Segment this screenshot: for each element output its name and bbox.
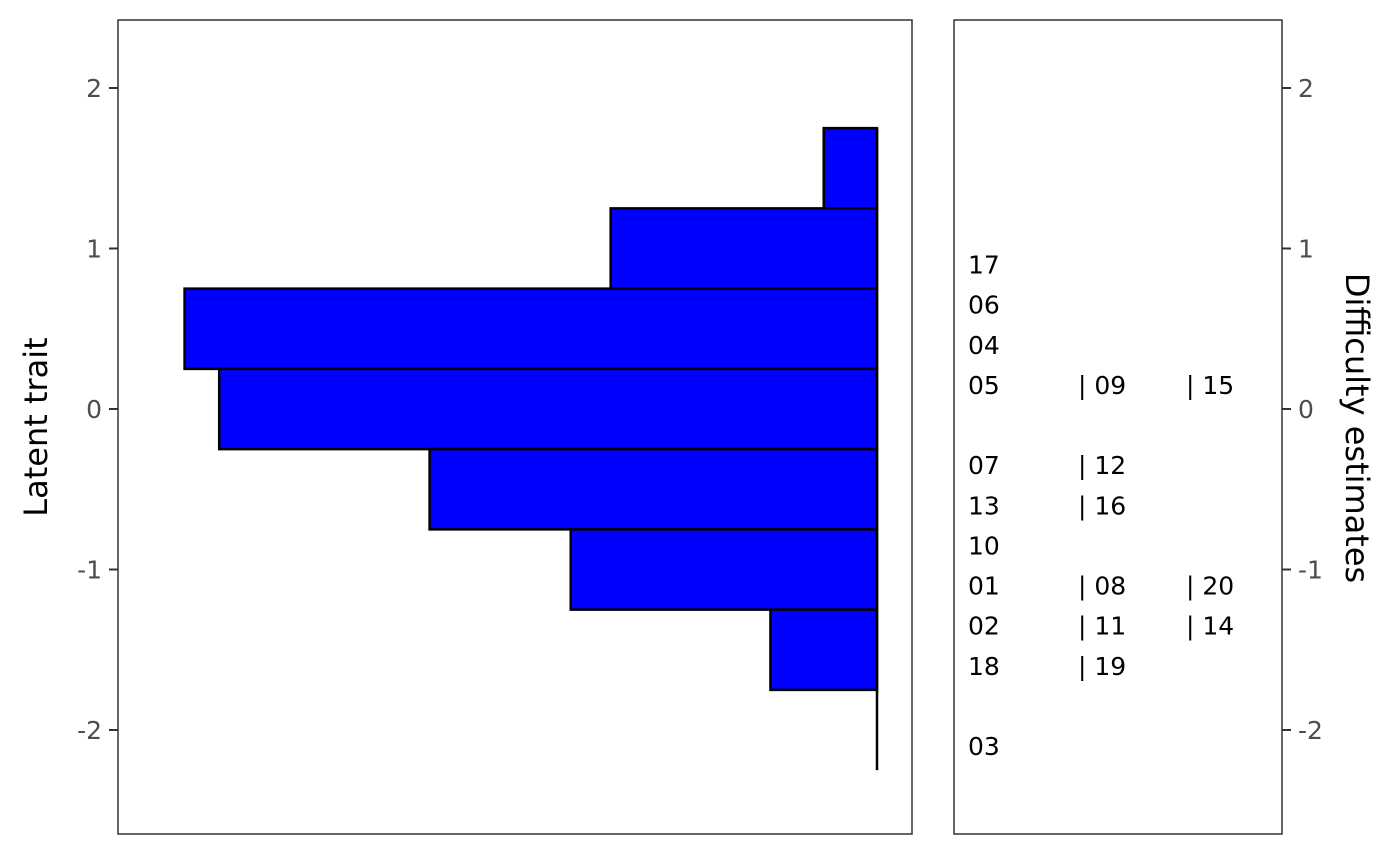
item-label: 05 (968, 371, 1000, 400)
right-y-axis: 2 1 0 -1 -2 (1282, 74, 1323, 745)
histogram-bars (183, 126, 879, 771)
item-label: | 19 (1078, 652, 1126, 681)
item-label: | 12 (1078, 451, 1126, 480)
item-label: 04 (968, 331, 1000, 360)
histogram-bar (217, 367, 879, 451)
item-label: | 11 (1078, 612, 1126, 641)
item-label: | 15 (1186, 371, 1234, 400)
left-axis-tick-label: -2 (77, 716, 102, 745)
difficulty-panel-border (953, 19, 1283, 835)
right-axis-tick-label: 1 (1298, 235, 1314, 264)
item-label: 10 (968, 531, 1000, 560)
item-label: 17 (968, 251, 1000, 280)
item-label: 02 (968, 612, 1000, 641)
item-label: 07 (968, 451, 1000, 480)
item-label: 18 (968, 652, 1000, 681)
item-label: | 09 (1078, 371, 1126, 400)
item-label: 13 (968, 491, 1000, 520)
histogram-bar (609, 207, 879, 290)
histogram-panel-border (117, 19, 913, 835)
item-labels: 17 06 04 05 | 09 | 15 07 | 12 13 | 16 10 01 | 08 | 20… (968, 251, 1234, 762)
left-axis-tick-label: 0 (86, 395, 102, 424)
histogram-bar (183, 287, 879, 371)
item-label: | 08 (1078, 572, 1126, 601)
left-axis-tick-label: 2 (86, 74, 102, 103)
item-label: | 14 (1186, 612, 1234, 641)
right-axis-tick-label: 0 (1298, 395, 1314, 424)
left-y-axis: 2 1 0 -1 -2 (77, 74, 118, 745)
right-axis-tick-label: 2 (1298, 74, 1314, 103)
right-axis-tick-label: -2 (1298, 716, 1323, 745)
right-axis-tick-label: -1 (1298, 556, 1323, 585)
histogram-bar (428, 447, 879, 531)
left-axis-title: Latent trait (17, 337, 55, 516)
item-label: | 16 (1078, 491, 1126, 520)
difficulty-panel: 17 06 04 05 | 09 | 15 07 | 12 13 | 16 10 01 | 08 | 20… (953, 19, 1283, 835)
item-label: | 20 (1186, 572, 1234, 601)
histogram-bar (569, 528, 879, 611)
item-label: 06 (968, 291, 1000, 320)
left-axis-tick-label: 1 (86, 235, 102, 264)
histogram-bar (769, 608, 879, 692)
right-axis-title: Difficulty estimates (1338, 273, 1376, 583)
item-label: 01 (968, 572, 1000, 601)
histogram-panel (117, 19, 913, 835)
left-axis-tick-label: -1 (77, 556, 102, 585)
histogram-bar (822, 126, 879, 210)
item-label: 03 (968, 732, 1000, 761)
